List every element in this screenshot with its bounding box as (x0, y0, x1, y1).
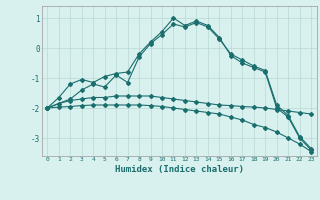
X-axis label: Humidex (Indice chaleur): Humidex (Indice chaleur) (115, 165, 244, 174)
